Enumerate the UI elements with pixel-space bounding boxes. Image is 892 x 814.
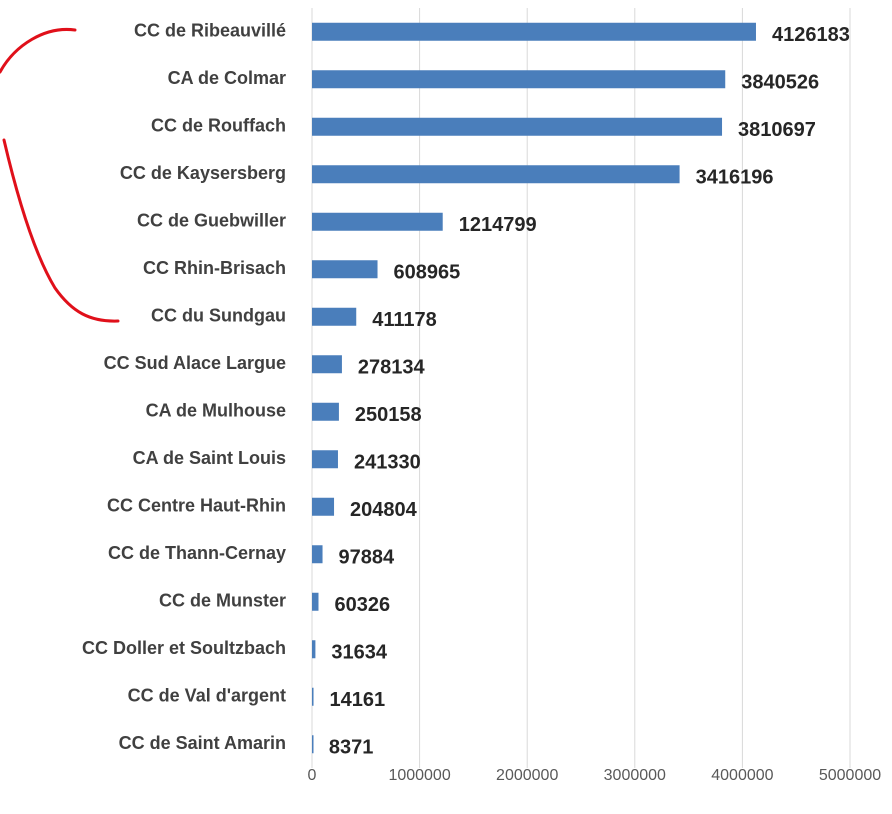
bar xyxy=(312,545,323,564)
data-label: 1214799 xyxy=(459,214,537,236)
y-tick-label: CC Rhin-Brisach xyxy=(143,258,286,278)
x-tick-label: 4000000 xyxy=(711,767,773,784)
data-label: 3840526 xyxy=(741,72,819,94)
y-tick-label: CC Sud Alace Largue xyxy=(104,353,286,373)
y-tick-label: CC de Val d'argent xyxy=(128,686,286,706)
y-tick-label: CA de Mulhouse xyxy=(146,401,286,421)
bar xyxy=(312,117,723,136)
data-label: 31634 xyxy=(331,642,387,664)
bar xyxy=(312,497,335,516)
marks xyxy=(312,22,756,754)
y-tick-label: CC de Ribeauvillé xyxy=(134,21,286,41)
y-tick-label: CC de Kaysersberg xyxy=(120,163,286,183)
bar xyxy=(312,735,314,754)
y-tick-label: CC du Sundgau xyxy=(151,306,286,326)
data-label: 278134 xyxy=(358,357,426,379)
y-tick-label: CC Centre Haut-Rhin xyxy=(107,496,286,516)
y-tick-label: CC de Rouffach xyxy=(151,116,286,136)
data-label: 608965 xyxy=(394,262,461,284)
data-label: 8371 xyxy=(329,737,374,759)
data-label: 3416196 xyxy=(696,167,774,189)
y-tick-label: CC de Thann-Cernay xyxy=(108,543,286,563)
annotation-curve xyxy=(0,27,120,323)
bar xyxy=(312,165,680,184)
bar xyxy=(312,640,316,659)
data-label: 204804 xyxy=(350,499,418,521)
x-tick-label: 0 xyxy=(308,767,317,784)
data-label: 97884 xyxy=(339,547,395,569)
y-tick-label: CC de Munster xyxy=(159,591,286,611)
y-tick-label: CC de Guebwiller xyxy=(137,211,286,231)
bar xyxy=(312,687,314,706)
bar xyxy=(312,22,756,41)
data-label: 14161 xyxy=(330,689,386,711)
bar xyxy=(312,355,342,374)
y-tick-label: CC Doller et Soultzbach xyxy=(82,638,286,658)
bar xyxy=(312,212,443,231)
x-tick-label: 3000000 xyxy=(604,767,666,784)
y-tick-label: CC de Saint Amarin xyxy=(119,733,286,753)
bar xyxy=(312,450,338,469)
data-label: 3810697 xyxy=(738,119,816,141)
bar xyxy=(312,402,339,421)
data-label: 241330 xyxy=(354,452,421,474)
x-tick-label: 1000000 xyxy=(388,767,450,784)
y-tick-label: CA de Saint Louis xyxy=(133,448,286,468)
data-label: 4126183 xyxy=(772,24,850,46)
bar xyxy=(312,70,726,89)
x-tick-label: 5000000 xyxy=(819,767,881,784)
bar xyxy=(312,260,378,279)
bar xyxy=(312,592,319,611)
bar xyxy=(312,307,357,326)
y-tick-label: CA de Colmar xyxy=(168,68,286,88)
data-label: 60326 xyxy=(334,594,390,616)
x-tick-label: 2000000 xyxy=(496,767,558,784)
data-label: 250158 xyxy=(355,404,422,426)
data-label: 411178 xyxy=(372,309,437,331)
